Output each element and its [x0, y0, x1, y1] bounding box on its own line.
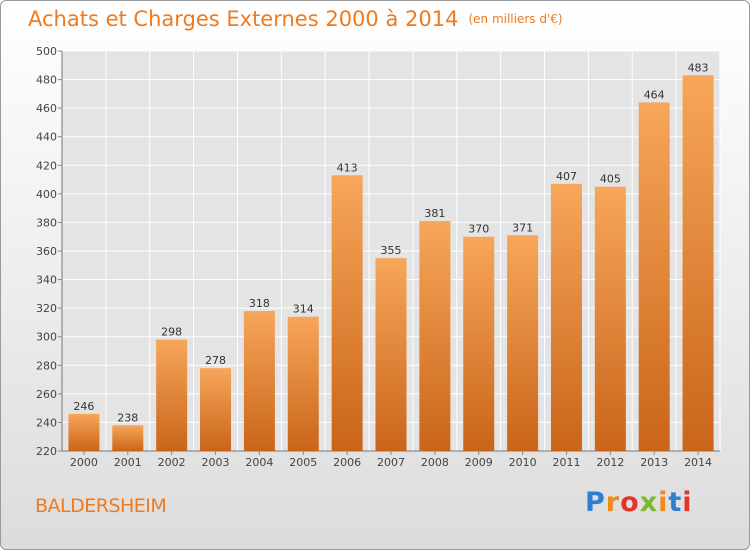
x-tick-label-2003: 2003	[202, 456, 230, 469]
bar-2006	[331, 175, 363, 452]
chart-title: Achats et Charges Externes 2000 à 2014	[28, 7, 459, 31]
y-tick-label: 240	[36, 416, 57, 429]
value-label-2011: 407	[556, 170, 577, 183]
logo-letter: i	[658, 487, 669, 518]
chart-unit: (en milliers d'€)	[468, 12, 563, 26]
logo-letter: P	[585, 487, 606, 518]
commune-name: BALDERSHEIM	[35, 495, 167, 517]
value-label-2005: 314	[293, 303, 314, 316]
value-label-2010: 371	[512, 221, 533, 234]
y-tick-label: 340	[36, 274, 57, 287]
x-tick-label-2011: 2011	[552, 456, 580, 469]
y-tick-label: 360	[36, 245, 57, 258]
x-tick-label-2012: 2012	[596, 456, 624, 469]
logo-letter: x	[639, 487, 659, 518]
y-tick-label: 260	[36, 388, 57, 401]
value-label-2003: 278	[205, 354, 226, 367]
y-tick-label: 440	[36, 131, 57, 144]
y-tick-label: 220	[36, 445, 57, 458]
bar-2012	[594, 186, 626, 451]
bar-2010	[507, 235, 539, 451]
bar-2000	[68, 413, 100, 451]
y-tick-label: 400	[36, 188, 57, 201]
value-label-2013: 464	[644, 88, 665, 101]
bar-2013	[638, 102, 670, 451]
logo-letter: t	[668, 487, 683, 518]
x-tick-label-2004: 2004	[245, 456, 273, 469]
y-tick-label: 500	[36, 45, 57, 58]
logo-letter: o	[620, 487, 640, 518]
x-tick-label-2001: 2001	[114, 456, 142, 469]
y-tick-label: 460	[36, 102, 57, 115]
value-label-2008: 381	[424, 207, 445, 220]
y-tick-label: 300	[36, 331, 57, 344]
x-tick-label-2010: 2010	[509, 456, 537, 469]
x-tick-label-2013: 2013	[640, 456, 668, 469]
chart-title-block: Achats et Charges Externes 2000 à 2014 (e…	[28, 7, 563, 31]
bar-2003	[200, 368, 232, 451]
bar-2011	[550, 183, 582, 451]
proxiti-logo: Proxiti	[585, 487, 693, 518]
y-tick-label: 280	[36, 359, 57, 372]
bar-2005	[287, 316, 319, 451]
bar-2004	[243, 311, 275, 451]
value-label-2002: 298	[161, 326, 182, 339]
x-tick-label-2002: 2002	[158, 456, 186, 469]
bar-2001	[112, 425, 144, 451]
value-label-2014: 483	[688, 61, 709, 74]
x-tick-label-2008: 2008	[421, 456, 449, 469]
value-label-2009: 370	[468, 223, 489, 236]
y-tick-label: 480	[36, 74, 57, 87]
x-tick-label-2000: 2000	[70, 456, 98, 469]
value-label-2012: 405	[600, 173, 621, 186]
x-tick-label-2006: 2006	[333, 456, 361, 469]
bar-2014	[682, 75, 714, 452]
x-tick-label-2014: 2014	[684, 456, 712, 469]
logo-letter: i	[682, 487, 693, 518]
bar-2009	[463, 236, 495, 451]
x-tick-label-2005: 2005	[289, 456, 317, 469]
bar-2002	[156, 339, 188, 451]
value-label-2007: 355	[381, 244, 402, 257]
value-label-2006: 413	[337, 161, 358, 174]
bar-2008	[419, 221, 451, 451]
value-label-2001: 238	[117, 411, 138, 424]
y-tick-label: 320	[36, 302, 57, 315]
value-label-2000: 246	[73, 400, 94, 413]
logo-letter: r	[605, 487, 621, 518]
x-tick-label-2009: 2009	[465, 456, 493, 469]
x-tick-label-2007: 2007	[377, 456, 405, 469]
y-tick-label: 380	[36, 216, 57, 229]
y-tick-label: 420	[36, 159, 57, 172]
bar-2007	[375, 258, 407, 451]
value-label-2004: 318	[249, 297, 270, 310]
